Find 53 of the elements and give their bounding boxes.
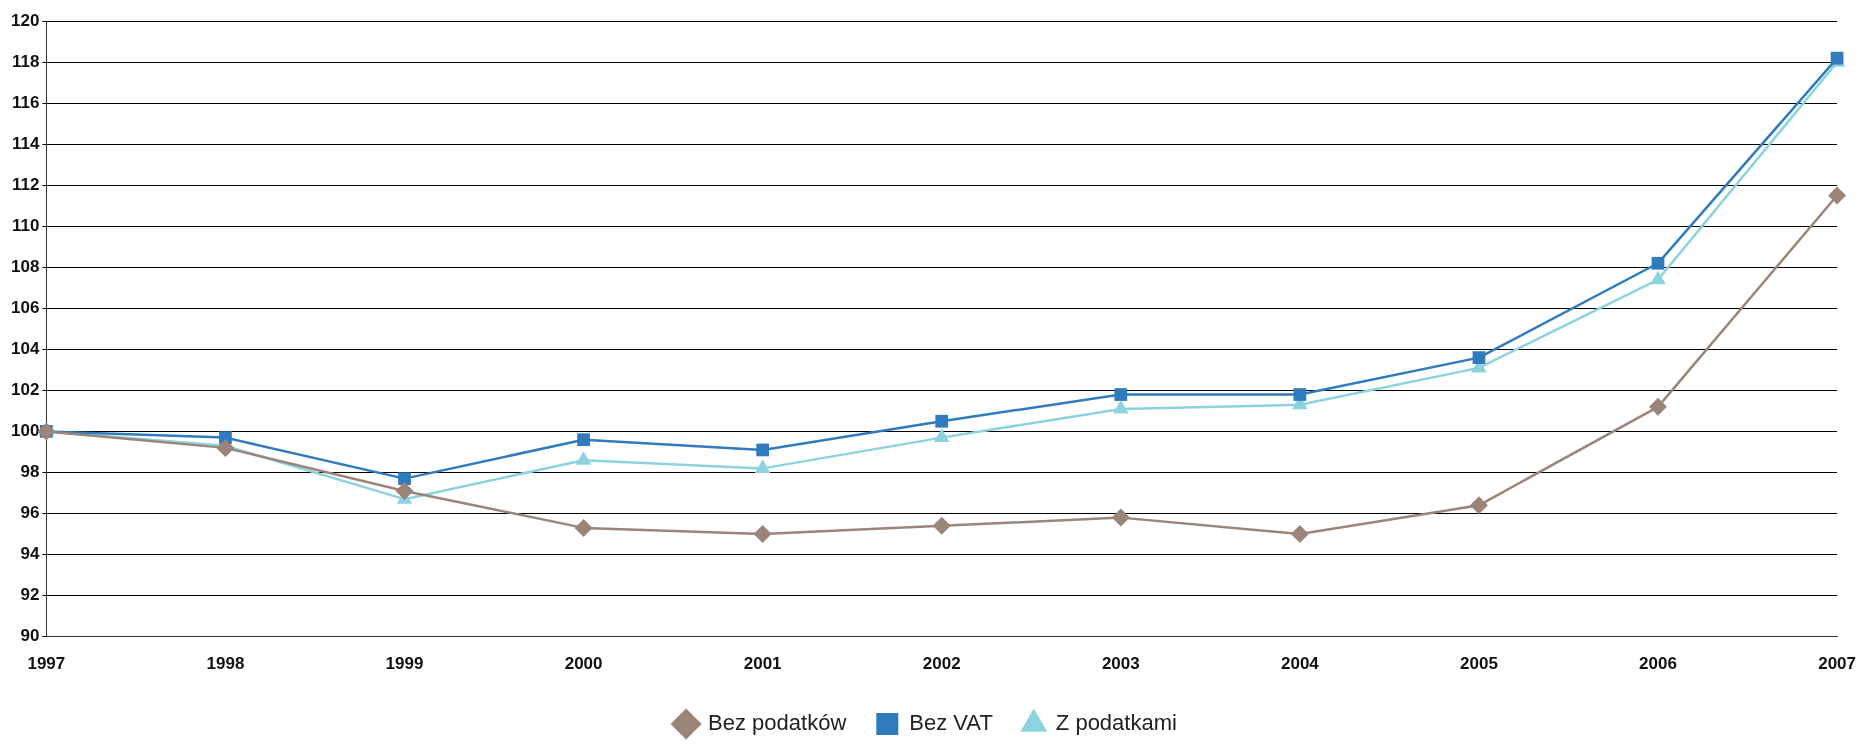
x-tick-label: 2005	[1460, 654, 1498, 674]
x-tick-label: 2007	[1818, 654, 1856, 674]
legend-label: Z podatkami	[1055, 710, 1177, 736]
y-tick-label: 96	[20, 503, 40, 523]
point	[395, 481, 414, 500]
point	[575, 451, 592, 465]
legend-label: Bez VAT	[909, 710, 993, 736]
x-tick-label: 1998	[206, 654, 245, 674]
legend-label: Bez podatków	[708, 710, 847, 736]
point	[753, 525, 772, 544]
point	[754, 459, 771, 473]
point	[1469, 496, 1488, 515]
point	[933, 428, 950, 443]
point	[1114, 388, 1128, 401]
point	[1828, 186, 1847, 205]
y-tick-label: 118	[11, 51, 40, 71]
x-tick-label: 1999	[385, 654, 424, 674]
point	[1111, 508, 1130, 527]
y-tick-label: 120	[10, 10, 40, 30]
y-tick-label: 108	[10, 257, 40, 277]
y-tick-label: 106	[10, 298, 40, 318]
x-tick-label: 2004	[1280, 654, 1320, 674]
point	[1650, 270, 1666, 285]
x-tick-label: 2002	[922, 654, 961, 674]
point	[1293, 388, 1307, 401]
point	[574, 518, 593, 537]
x-tick-label: 2003	[1101, 654, 1140, 674]
y-tick-label: 110	[11, 216, 40, 236]
y-tick-label: 92	[20, 585, 40, 605]
point	[216, 438, 235, 457]
y-tick-label: 100	[10, 421, 40, 441]
point	[1113, 399, 1129, 414]
x-tick-label: 1997	[27, 654, 66, 674]
point	[1649, 397, 1668, 416]
x-tick-label: 2000	[564, 654, 603, 674]
y-tick-label: 112	[11, 174, 40, 194]
point	[1472, 351, 1486, 364]
point	[935, 414, 949, 428]
point	[932, 516, 951, 535]
y-tick-label: 90	[20, 626, 40, 646]
y-tick-label: 104	[10, 339, 40, 359]
y-tick-label: 98	[20, 462, 40, 482]
point	[577, 433, 590, 447]
point	[756, 443, 770, 457]
point	[1651, 256, 1665, 270]
x-tick-label: 2001	[743, 654, 782, 674]
y-tick-label: 116	[11, 92, 40, 112]
point	[398, 472, 411, 486]
point	[1290, 525, 1309, 544]
y-tick-label: 94	[20, 544, 40, 564]
y-tick-label: 114	[11, 133, 40, 153]
y-tick-label: 102	[10, 380, 40, 400]
x-tick-label: 2006	[1639, 654, 1677, 674]
